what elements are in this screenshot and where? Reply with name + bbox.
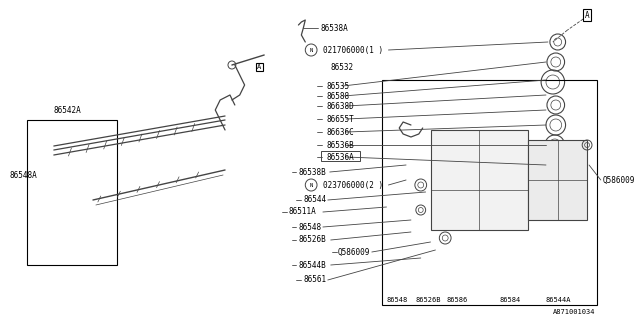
Text: 86542A: 86542A: [54, 106, 81, 115]
Text: N: N: [310, 47, 313, 52]
Text: 86544B: 86544B: [298, 260, 326, 269]
Text: 86526B: 86526B: [298, 236, 326, 244]
Text: 86548A: 86548A: [10, 171, 38, 180]
Text: 86548: 86548: [387, 297, 408, 303]
Bar: [529, 140, 587, 220]
Text: N: N: [310, 182, 313, 188]
Text: 86655T: 86655T: [327, 115, 355, 124]
Text: 86548: 86548: [298, 222, 321, 231]
Text: 86584: 86584: [499, 297, 520, 303]
Text: A: A: [585, 11, 589, 20]
Bar: [381, 80, 597, 305]
Bar: [28, 120, 117, 265]
Text: A871001034: A871001034: [552, 309, 595, 315]
Text: 86538B: 86538B: [298, 167, 326, 177]
Text: 021706000(1 ): 021706000(1 ): [323, 45, 383, 54]
Bar: [321, 151, 360, 161]
Text: 86511A: 86511A: [289, 207, 316, 217]
Text: 86544: 86544: [303, 196, 326, 204]
Text: 86638D: 86638D: [327, 101, 355, 110]
Text: 86538A: 86538A: [321, 23, 349, 33]
Bar: [431, 130, 529, 230]
Text: 86544A: 86544A: [546, 297, 572, 303]
Text: Q586009: Q586009: [603, 175, 635, 185]
Text: 86561: 86561: [303, 276, 326, 284]
Text: A: A: [257, 64, 261, 70]
Text: 86535: 86535: [327, 82, 350, 91]
Text: 86536A: 86536A: [327, 153, 355, 162]
Text: 86636C: 86636C: [327, 127, 355, 137]
Text: 86532: 86532: [331, 62, 354, 71]
Text: 86526B: 86526B: [416, 297, 442, 303]
Text: 86586: 86586: [446, 297, 467, 303]
Text: 023706000(2 ): 023706000(2 ): [323, 180, 383, 189]
Text: Q586009: Q586009: [337, 247, 370, 257]
Text: 86536B: 86536B: [327, 140, 355, 149]
Text: 86588: 86588: [327, 92, 350, 100]
